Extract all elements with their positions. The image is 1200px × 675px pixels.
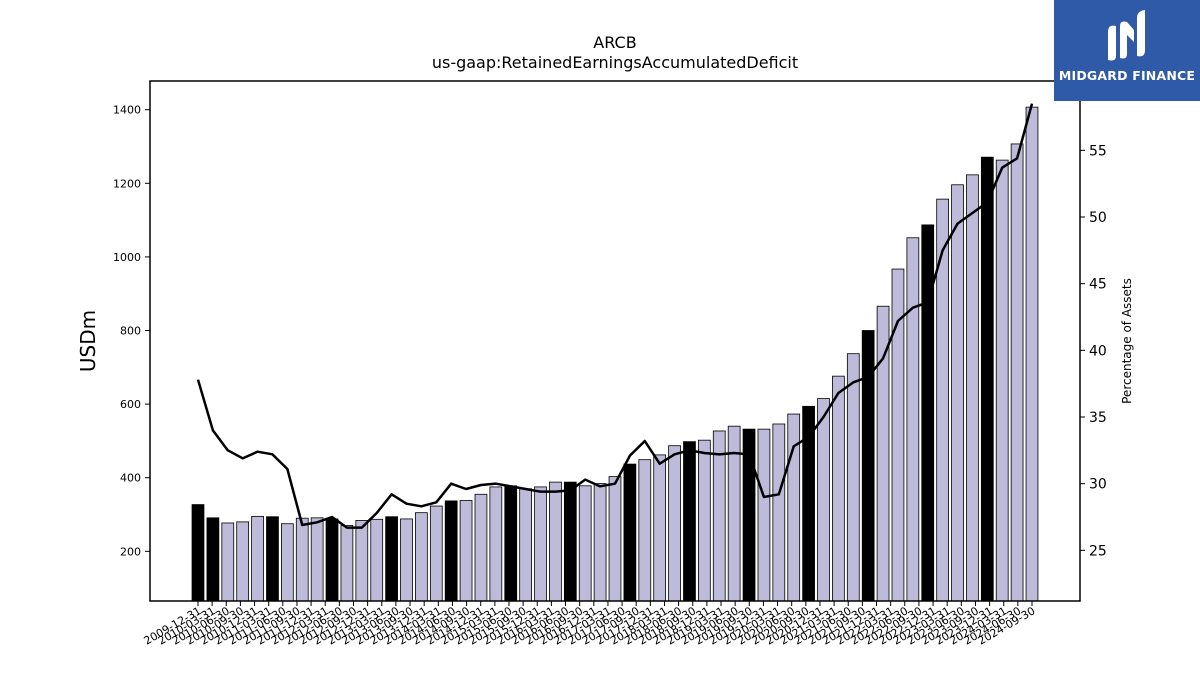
bar-2018-03-31 bbox=[683, 441, 696, 602]
y2-tick-label: 30 bbox=[1089, 477, 1107, 493]
bar-2016-09-30 bbox=[593, 483, 607, 602]
plot-frame bbox=[149, 80, 1081, 602]
bar-2016-12-31 bbox=[608, 476, 622, 602]
y2-tick-label: 40 bbox=[1089, 343, 1107, 359]
bar-2018-09-30 bbox=[712, 430, 726, 602]
bar-2010-03-31 bbox=[206, 517, 220, 602]
left-axis-ticks: 200 400 600 800 1000 1200 1400 bbox=[113, 104, 150, 558]
y2-tick-label: 50 bbox=[1089, 210, 1107, 226]
bar-2016-03-31 bbox=[563, 481, 577, 602]
bar-2010-09-30 bbox=[236, 521, 250, 602]
y-tick-label: 600 bbox=[120, 398, 141, 411]
bar-2012-03-31 bbox=[325, 518, 339, 602]
brand-logo: MIDGARD FINANCE bbox=[1054, 0, 1200, 101]
bar-2022-06-30 bbox=[936, 198, 950, 602]
bar-2018-06-30 bbox=[698, 439, 711, 602]
bar-2023-06-30 bbox=[995, 159, 1009, 602]
bar-2011-06-30 bbox=[280, 523, 294, 602]
bar-2012-09-30 bbox=[355, 520, 369, 602]
right-axis-ticks: 25 30 35 40 45 50 55 bbox=[1080, 143, 1107, 559]
bar-2015-03-31 bbox=[504, 485, 518, 602]
bar-2014-06-30 bbox=[459, 500, 473, 602]
y-tick-label: 200 bbox=[120, 545, 141, 558]
bar-2011-03-31 bbox=[266, 516, 279, 602]
bar-2020-12-31 bbox=[846, 353, 860, 602]
y2-axis-label: Percentage of Assets bbox=[1120, 278, 1134, 404]
bar-2014-12-31 bbox=[489, 486, 503, 602]
bar-2017-06-30 bbox=[638, 459, 652, 602]
bar-2016-06-30 bbox=[578, 485, 592, 602]
chart-subtitle: us-gaap:RetainedEarningsAccumulatedDefic… bbox=[432, 53, 798, 72]
bar-2014-09-30 bbox=[474, 493, 488, 602]
bar-2011-12-31 bbox=[310, 517, 324, 602]
y-tick-label: 1200 bbox=[113, 177, 141, 190]
midgard-m-logo-icon bbox=[1108, 10, 1145, 61]
bar-2010-12-31 bbox=[251, 515, 264, 602]
bar-2015-09-30 bbox=[534, 486, 547, 602]
chart-title: ARCB bbox=[593, 33, 636, 52]
bar-2019-12-31 bbox=[787, 413, 801, 602]
bar-2015-12-31 bbox=[549, 481, 562, 602]
bar-2023-12-31 bbox=[1025, 106, 1039, 602]
bar-2013-12-31 bbox=[429, 505, 443, 602]
y-tick-label: 800 bbox=[120, 325, 141, 338]
bar-2017-12-31 bbox=[668, 445, 681, 602]
bar-2013-06-30 bbox=[400, 518, 413, 602]
y-tick-label: 1400 bbox=[113, 104, 141, 117]
y-tick-label: 1000 bbox=[113, 251, 141, 264]
bar-2019-06-30 bbox=[757, 428, 771, 602]
y-axis-label: USDm bbox=[76, 310, 100, 372]
bar-2011-09-30 bbox=[295, 517, 309, 602]
bar-2022-12-31 bbox=[966, 174, 979, 602]
bar-2012-06-30 bbox=[340, 525, 354, 602]
bar-2012-12-31 bbox=[370, 518, 384, 602]
bar-2010-06-30 bbox=[221, 522, 235, 602]
bar-2015-06-30 bbox=[519, 488, 533, 602]
bar-2020-09-30 bbox=[832, 375, 845, 602]
brand-name: MIDGARD FINANCE bbox=[1058, 68, 1196, 83]
bar-2013-09-30 bbox=[415, 512, 428, 602]
bar-2017-03-31 bbox=[623, 463, 637, 602]
y2-tick-label: 25 bbox=[1089, 543, 1107, 559]
bar-2021-12-31 bbox=[906, 237, 920, 602]
y2-tick-label: 45 bbox=[1089, 277, 1107, 293]
bar-2020-06-30 bbox=[817, 398, 830, 602]
y2-tick-label: 55 bbox=[1089, 143, 1107, 159]
bar-2022-09-30 bbox=[951, 184, 964, 602]
bar-2023-03-31 bbox=[980, 156, 994, 602]
bar-2014-03-31 bbox=[444, 500, 458, 602]
bar-2022-03-31 bbox=[921, 224, 935, 602]
y2-tick-label: 35 bbox=[1089, 410, 1107, 426]
bar-2009-12-31 bbox=[191, 504, 205, 602]
bar-2013-03-31 bbox=[385, 516, 398, 602]
bar-2019-09-30 bbox=[772, 423, 786, 602]
bar-2023-09-30 bbox=[1010, 143, 1024, 602]
x-axis-ticks: 2009-12-312010-03-312010-06-302010-09-30… bbox=[142, 601, 1038, 648]
percentage-of-assets-line bbox=[196, 103, 1034, 529]
bar-series bbox=[191, 106, 1039, 602]
y-tick-label: 400 bbox=[120, 472, 141, 485]
bar-2017-09-30 bbox=[653, 454, 667, 602]
